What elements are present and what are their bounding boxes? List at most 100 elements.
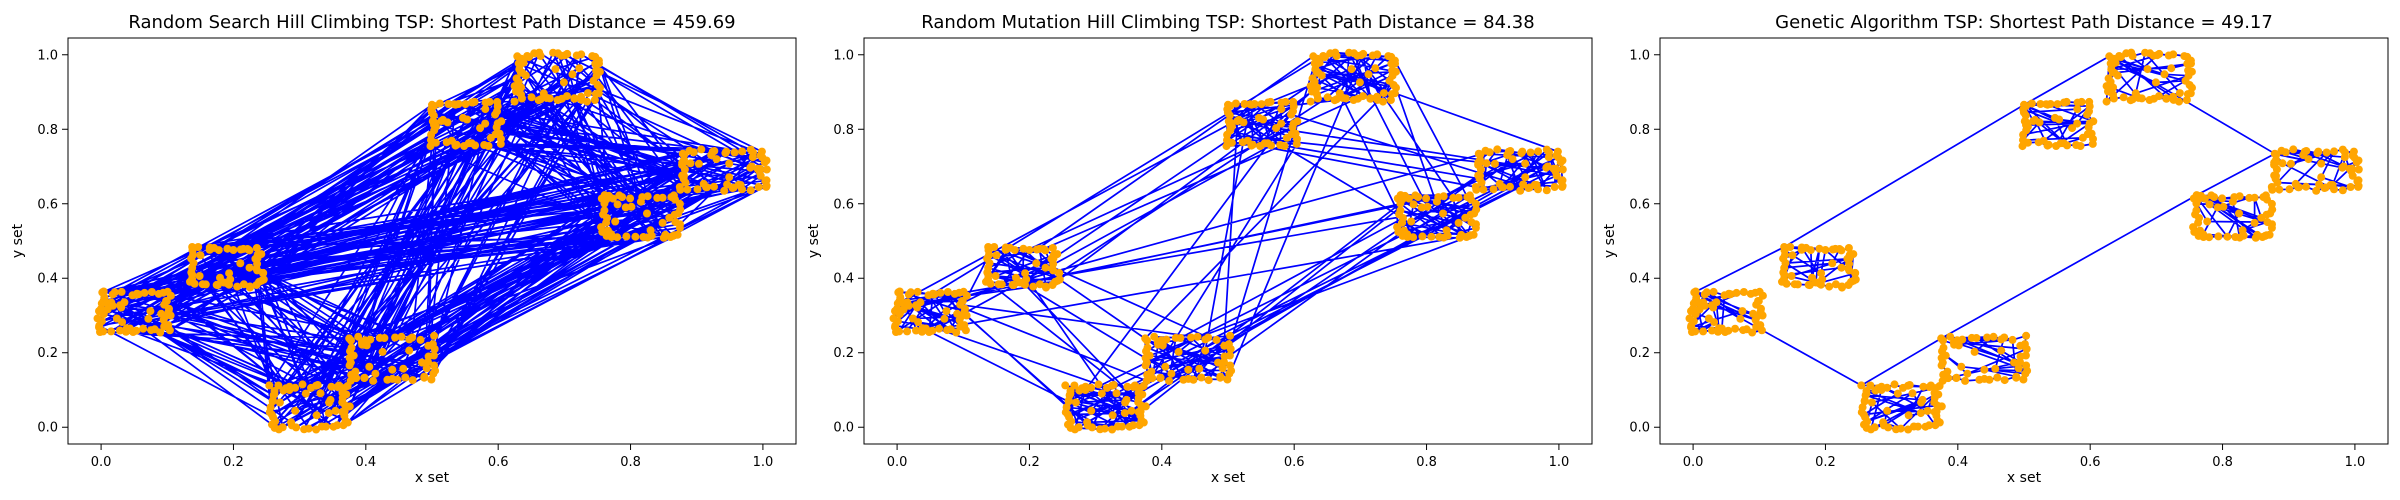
city-point (1863, 387, 1871, 395)
city-point (900, 305, 908, 313)
city-point (2135, 94, 2143, 102)
city-point (1980, 366, 1988, 374)
city-point (139, 325, 147, 333)
city-point (518, 69, 526, 77)
city-point (2314, 148, 2322, 156)
city-point (1550, 165, 1558, 173)
city-point (287, 418, 295, 426)
city-point (1087, 407, 1095, 415)
city-point (1788, 272, 1796, 280)
city-point (206, 246, 214, 254)
city-point (1699, 327, 1707, 335)
city-point (1314, 69, 1322, 77)
city-point (1829, 246, 1837, 254)
city-point (1993, 374, 2001, 382)
city-point (639, 233, 647, 241)
city-point (1161, 363, 1169, 371)
y-axis-label: y set (806, 223, 822, 258)
city-point (399, 365, 407, 373)
x-tick-label: 1.0 (2345, 455, 2366, 470)
city-point (107, 327, 115, 335)
city-point (680, 150, 688, 158)
city-point (2355, 166, 2363, 174)
y-axis-label: y set (10, 223, 26, 258)
city-point (912, 327, 920, 335)
city-point (2103, 98, 2111, 106)
city-point (360, 374, 368, 382)
city-point (147, 326, 155, 334)
x-tick-label: 0.4 (355, 455, 376, 470)
city-point (1167, 370, 1175, 378)
city-point (1148, 374, 1156, 382)
city-point (1821, 246, 1829, 254)
city-point (1991, 365, 1999, 373)
city-point (2317, 160, 2325, 168)
x-tick-label: 0.0 (887, 455, 908, 470)
city-point (300, 425, 308, 433)
city-point (2251, 194, 2259, 202)
city-point (903, 327, 911, 335)
city-point (2214, 232, 2222, 240)
city-point (611, 218, 619, 226)
city-point (755, 183, 763, 191)
city-point (1110, 381, 1118, 389)
city-point (2000, 334, 2008, 342)
city-point (1137, 402, 1145, 410)
city-point (554, 96, 562, 104)
city-point (1357, 51, 1365, 59)
city-point (146, 307, 154, 315)
city-point (401, 374, 409, 382)
city-point (1939, 337, 1947, 345)
city-point (637, 198, 645, 206)
city-point (2251, 219, 2259, 227)
city-point (1439, 210, 1447, 218)
city-point (1731, 325, 1739, 333)
city-point (1422, 194, 1430, 202)
city-point (2218, 194, 2226, 202)
y-tick-label: 1.0 (833, 48, 854, 63)
city-point (2176, 89, 2184, 97)
city-point (471, 98, 479, 106)
plot-title: Random Search Hill Climbing TSP: Shortes… (128, 12, 735, 33)
city-point (118, 288, 126, 296)
city-point (700, 180, 708, 188)
city-point (528, 93, 536, 101)
city-point (341, 402, 349, 410)
city-point (710, 183, 718, 191)
city-point (1708, 327, 1716, 335)
city-point (481, 105, 489, 113)
city-point (659, 194, 667, 202)
city-point (1837, 246, 1845, 254)
subplot-random-mutation: Random Mutation Hill Climbing TSP: Short… (806, 12, 1592, 486)
city-point (2183, 96, 2191, 104)
city-point (2289, 145, 2297, 153)
city-point (1407, 218, 1415, 226)
city-point (697, 145, 705, 153)
city-point (683, 186, 691, 194)
city-point (1194, 333, 1202, 341)
city-point (1398, 195, 1406, 203)
city-point (942, 307, 950, 315)
y-tick-group: 0.0 0.2 0.4 0.6 0.8 1.0 (833, 48, 864, 435)
city-point (1128, 407, 1136, 415)
city-point (622, 203, 630, 211)
city-point (481, 120, 489, 128)
x-tick-label: 0.2 (1019, 455, 1040, 470)
city-point (1396, 206, 1404, 214)
city-point (1808, 274, 1816, 282)
city-point (1491, 160, 1499, 168)
city-point (1905, 411, 1913, 419)
city-point (1380, 89, 1388, 97)
city-point (1838, 264, 1846, 272)
city-point (253, 266, 261, 274)
city-point (255, 278, 263, 286)
city-point (2073, 120, 2081, 128)
city-point (409, 376, 417, 384)
city-point (1154, 338, 1162, 346)
city-point (1179, 376, 1187, 384)
city-point (352, 374, 360, 382)
city-point (1259, 116, 1267, 124)
city-point (1493, 145, 1501, 153)
city-point (1205, 376, 1213, 384)
y-tick-label: 0.6 (37, 197, 58, 212)
